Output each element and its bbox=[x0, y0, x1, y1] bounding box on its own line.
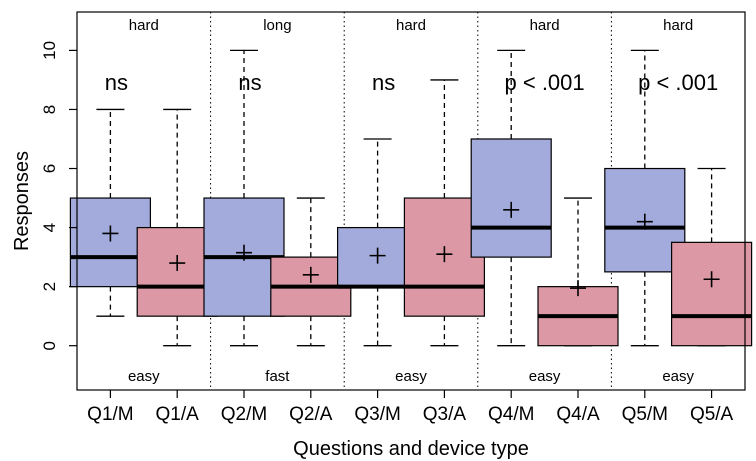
y-tick-label: 8 bbox=[40, 105, 59, 114]
x-tick-label: Q5/M bbox=[622, 404, 668, 425]
iqr-box bbox=[670, 241, 753, 347]
panel-top-label: long bbox=[263, 17, 291, 34]
panel-top-label: hard bbox=[129, 17, 159, 34]
box-series bbox=[69, 49, 753, 347]
y-axis-label: Responses bbox=[11, 151, 33, 251]
significance-label: p < .001 bbox=[505, 70, 585, 95]
significance-label: ns bbox=[238, 70, 261, 95]
y-tick-label: 0 bbox=[40, 341, 59, 350]
box-q5-a bbox=[670, 167, 753, 347]
significance-label: ns bbox=[372, 70, 395, 95]
x-tick-label: Q4/A bbox=[556, 404, 600, 425]
x-tick-label: Q1/M bbox=[87, 404, 133, 425]
significance-label: p < .001 bbox=[638, 70, 718, 95]
box-q4-a bbox=[537, 197, 619, 347]
y-tick-label: 10 bbox=[40, 41, 59, 60]
panel-bottom-label: easy bbox=[662, 368, 694, 385]
panel-top-label: hard bbox=[396, 17, 426, 34]
x-tick-label: Q2/M bbox=[221, 404, 267, 425]
x-tick-label: Q3/A bbox=[423, 404, 467, 425]
x-tick-label: Q2/A bbox=[289, 404, 333, 425]
significance-label: ns bbox=[105, 70, 128, 95]
panel-annotations: hard easy ns long fast ns hard easy ns hard easy p … bbox=[105, 17, 718, 385]
y-tick-label: 4 bbox=[40, 223, 59, 232]
y-axis: 0 2 4 6 8 10 bbox=[40, 41, 77, 350]
panel-bottom-label: easy bbox=[395, 368, 427, 385]
panel-top-label: hard bbox=[530, 17, 560, 34]
panel-bottom-label: easy bbox=[529, 368, 561, 385]
iqr-box bbox=[470, 138, 552, 258]
plot-frame bbox=[76, 11, 746, 391]
panel-bottom-label: easy bbox=[128, 368, 160, 385]
x-tick-label: Q5/A bbox=[690, 404, 734, 425]
y-tick-label: 2 bbox=[40, 282, 59, 291]
x-tick-label: Q4/M bbox=[488, 404, 534, 425]
x-axis: Q1/M Q1/A Q2/M Q2/A Q3/M Q3/A Q4/M Q4/A Q5/M Q5/A bbox=[87, 390, 734, 425]
panel-bottom-label: fast bbox=[265, 368, 290, 385]
x-tick-label: Q1/A bbox=[156, 404, 200, 425]
y-tick-label: 6 bbox=[40, 164, 59, 173]
panel-top-label: hard bbox=[663, 17, 693, 34]
x-axis-label: Questions and device type bbox=[293, 438, 529, 460]
x-tick-label: Q3/M bbox=[354, 404, 400, 425]
box-q4-m bbox=[470, 49, 552, 347]
